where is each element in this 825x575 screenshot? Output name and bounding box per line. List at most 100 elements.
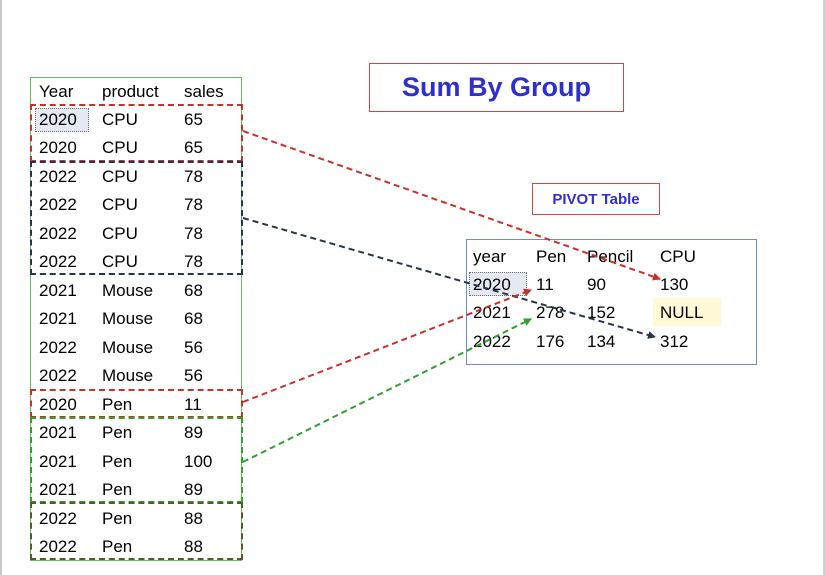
table-row: 2021 Pen 89 xyxy=(31,419,241,447)
source-table-header: Year product sales xyxy=(31,78,241,106)
cell-product[interactable]: CPU xyxy=(102,224,138,243)
table-row: 2020 CPU 65 xyxy=(31,106,241,134)
pivot-cell-year[interactable]: 2021 xyxy=(473,303,511,322)
cell-year[interactable]: 2020 xyxy=(39,395,77,414)
table-row: 2020 Pen 11 xyxy=(31,391,241,419)
table-row: 2022 Mouse 56 xyxy=(31,362,241,390)
table-row: 2022 Mouse 56 xyxy=(31,334,241,362)
cell-sales[interactable]: 88 xyxy=(184,537,203,556)
cell-year[interactable]: 2021 xyxy=(39,281,77,300)
pivot-cell-pen[interactable]: 176 xyxy=(536,332,565,351)
cell-sales[interactable]: 68 xyxy=(184,281,203,300)
header-sales: sales xyxy=(184,82,224,101)
cell-sales[interactable]: 56 xyxy=(184,338,203,357)
cell-product[interactable]: CPU xyxy=(102,167,138,186)
arrow-cpu-2020 xyxy=(242,130,661,281)
table-row: 2021 Mouse 68 xyxy=(31,277,241,305)
cell-sales[interactable]: 89 xyxy=(184,423,203,442)
cell-year[interactable]: 2020 xyxy=(39,138,77,157)
cell-year[interactable]: 2021 xyxy=(39,309,77,328)
pivot-cell-pencil[interactable]: 90 xyxy=(587,275,606,294)
cell-year[interactable]: 2021 xyxy=(39,452,77,471)
pivot-cell-pen[interactable]: 278 xyxy=(536,303,565,322)
pivot-table-label-text: PIVOT Table xyxy=(552,190,640,208)
cell-product[interactable]: CPU xyxy=(102,138,138,157)
cell-product[interactable]: Mouse xyxy=(102,338,154,357)
pivot-cell-year[interactable]: 2020 xyxy=(473,275,511,294)
cell-year[interactable]: 2022 xyxy=(39,252,77,271)
cell-product[interactable]: Mouse xyxy=(102,281,154,300)
cell-year[interactable]: 2022 xyxy=(39,366,77,385)
cell-sales[interactable]: 89 xyxy=(184,480,203,499)
cell-year[interactable]: 2022 xyxy=(39,167,77,186)
cell-sales[interactable]: 68 xyxy=(184,309,203,328)
group-box-cpu-2022 xyxy=(30,161,243,275)
cell-year[interactable]: 2020 xyxy=(39,110,77,129)
pivot-row: 2020 11 90 130 xyxy=(467,270,756,299)
pivot-cell-cpu[interactable]: 312 xyxy=(660,332,689,351)
page-title: Sum By Group xyxy=(401,72,591,102)
cell-sales[interactable]: 88 xyxy=(184,509,203,528)
arrow-pen-2020 xyxy=(242,288,532,403)
cell-sales[interactable]: 78 xyxy=(184,167,203,186)
pivot-cell-year[interactable]: 2022 xyxy=(473,332,511,351)
cell-product[interactable]: Pen xyxy=(102,452,133,471)
cell-sales[interactable]: 65 xyxy=(184,138,203,157)
arrow-cpu-2022 xyxy=(242,217,656,339)
cell-year[interactable]: 2021 xyxy=(39,480,77,499)
cell-year[interactable]: 2022 xyxy=(39,537,77,556)
pivot-cell-pen[interactable]: 11 xyxy=(536,275,554,294)
cell-sales[interactable]: 100 xyxy=(184,452,213,471)
cell-year[interactable]: 2022 xyxy=(39,195,77,214)
cell-product[interactable]: Mouse xyxy=(102,366,154,385)
cell-sales[interactable]: 11 xyxy=(184,395,202,414)
pivot-cell-cpu[interactable]: 130 xyxy=(660,275,689,294)
pivot-header-pen: Pen xyxy=(536,247,567,266)
pivot-header: year Pen Pencil CPU xyxy=(467,242,756,271)
pivot-table: year Pen Pencil CPU 2020 11 90 130 2021 … xyxy=(466,239,757,365)
cell-product[interactable]: Pen xyxy=(102,480,133,499)
table-row: 2022 CPU 78 xyxy=(31,248,241,276)
cell-year[interactable]: 2022 xyxy=(39,338,77,357)
pivot-cell-cpu[interactable]: NULL xyxy=(660,303,704,322)
cell-sales[interactable]: 78 xyxy=(184,195,203,214)
frame-edge-right xyxy=(823,0,825,575)
title-box: Sum By Group xyxy=(369,63,624,112)
cell-sales[interactable]: 78 xyxy=(184,252,203,271)
cell-product[interactable]: Pen xyxy=(102,537,133,556)
table-row: 2021 Pen 89 xyxy=(31,476,241,504)
cell-sales[interactable]: 65 xyxy=(184,110,203,129)
cell-product[interactable]: Pen xyxy=(102,509,133,528)
source-table: Year product sales 2020 CPU 65 2020 CPU … xyxy=(30,77,242,561)
table-row: 2022 CPU 78 xyxy=(31,220,241,248)
group-box-pen-2022 xyxy=(30,502,243,560)
pivot-table-label: PIVOT Table xyxy=(532,183,660,215)
cell-product[interactable]: CPU xyxy=(102,195,138,214)
cell-product[interactable]: CPU xyxy=(102,110,138,129)
cell-year[interactable]: 2021 xyxy=(39,423,77,442)
table-row: 2022 CPU 78 xyxy=(31,191,241,219)
cell-product[interactable]: Mouse xyxy=(102,309,154,328)
pivot-cell-pencil[interactable]: 134 xyxy=(587,332,616,351)
cell-sales[interactable]: 56 xyxy=(184,366,203,385)
table-row: 2021 Mouse 68 xyxy=(31,305,241,333)
cell-product[interactable]: Pen xyxy=(102,395,133,414)
selected-cell[interactable] xyxy=(35,108,89,132)
table-row: 2022 Pen 88 xyxy=(31,533,241,561)
header-product: product xyxy=(102,82,159,101)
cell-product[interactable]: CPU xyxy=(102,252,138,271)
cell-sales[interactable]: 78 xyxy=(184,224,203,243)
pivot-cell-pencil[interactable]: 152 xyxy=(587,303,616,322)
header-year: Year xyxy=(39,82,74,101)
table-row: 2020 CPU 65 xyxy=(31,134,241,162)
pivot-row: 2021 278 152 NULL xyxy=(467,298,756,327)
arrow-pen-2021 xyxy=(242,318,532,463)
cell-year[interactable]: 2022 xyxy=(39,509,77,528)
cell-product[interactable]: Pen xyxy=(102,423,133,442)
cell-year[interactable]: 2022 xyxy=(39,224,77,243)
null-highlight xyxy=(653,298,721,326)
frame-edge-left xyxy=(0,0,2,575)
table-row: 2022 CPU 78 xyxy=(31,163,241,191)
pivot-header-pencil: Pencil xyxy=(587,247,634,266)
